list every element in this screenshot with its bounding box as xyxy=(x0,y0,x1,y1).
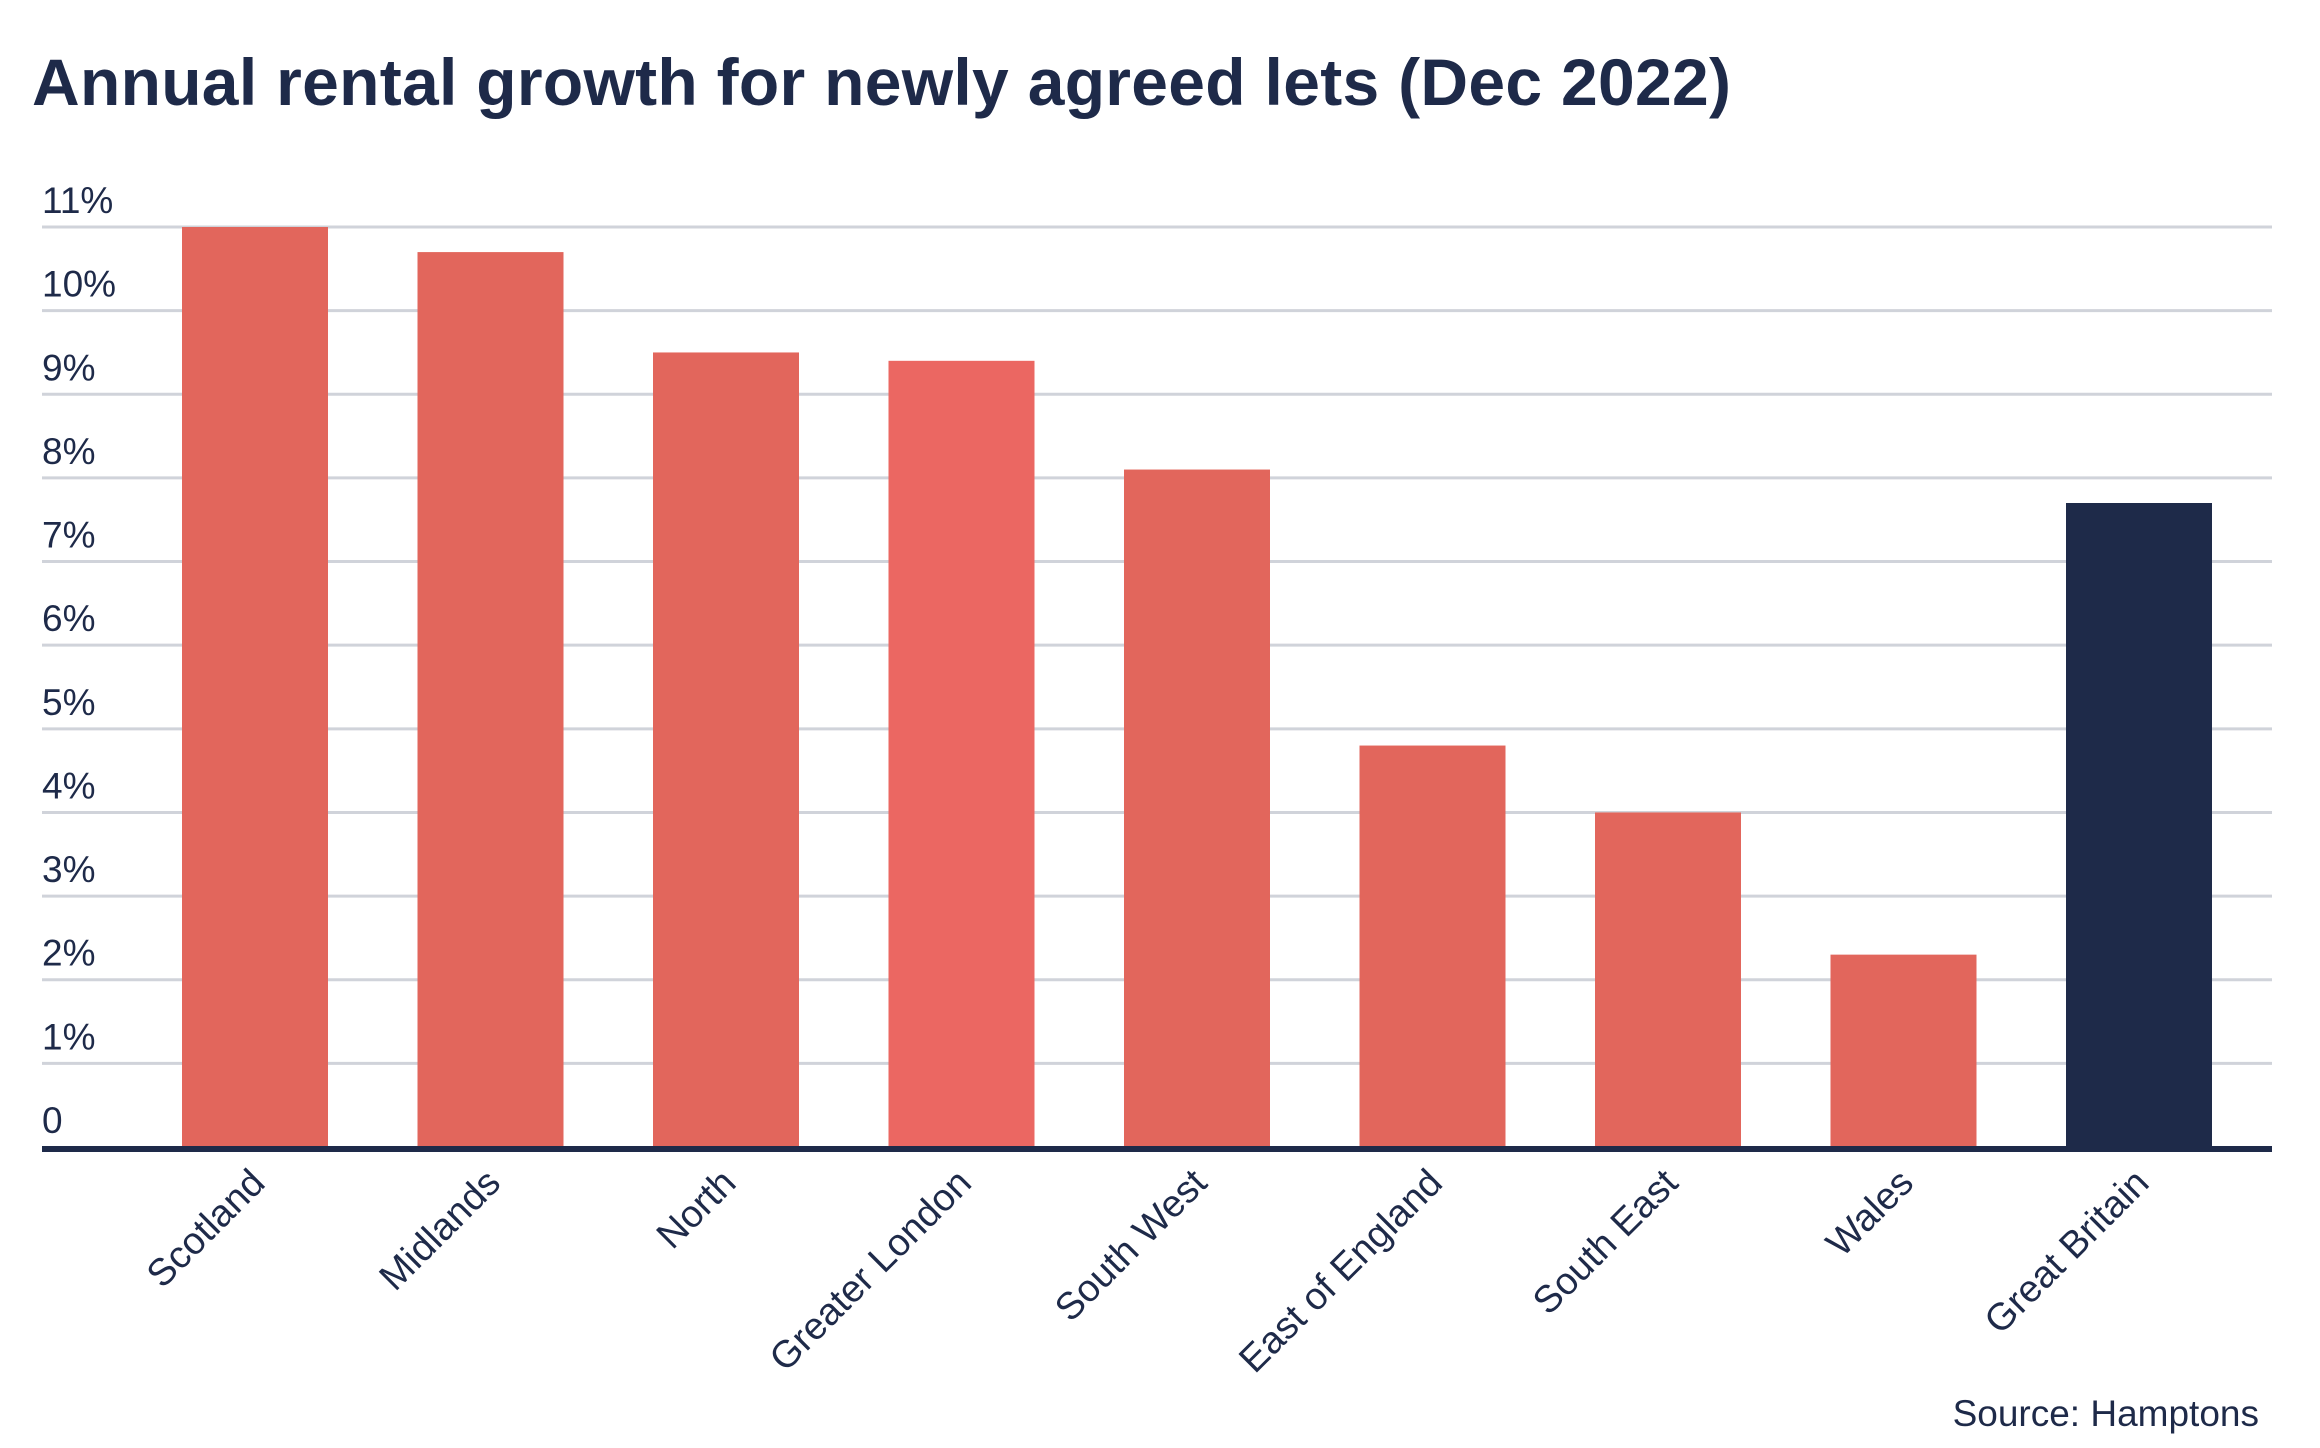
y-tick-label: 0 xyxy=(42,1100,63,1141)
chart-title: Annual rental growth for newly agreed le… xyxy=(32,45,1732,119)
y-tick-label: 11% xyxy=(42,180,113,221)
bar-greater-london xyxy=(888,360,1035,1147)
x-tick-label: Midlands xyxy=(372,1162,509,1299)
x-tick-label: South East xyxy=(1525,1161,1686,1322)
x-axis-ticks: Scotland Midlands North Greater London South… xyxy=(139,1161,2157,1381)
y-tick-label: 5% xyxy=(42,682,95,723)
bar-scotland xyxy=(182,227,328,1147)
bar-midlands xyxy=(417,252,564,1147)
x-tick-label: Wales xyxy=(1819,1162,1922,1265)
y-axis-ticks: 0 1% 2% 3% 4% 5% 6% 7% 8% 9% 10% 11% xyxy=(42,180,116,1141)
bar-south-east xyxy=(1595,812,1741,1147)
bar-north xyxy=(653,352,799,1147)
y-tick-label: 6% xyxy=(42,598,95,639)
source-note: Source: Hamptons xyxy=(1952,1393,2259,1434)
x-tick-label: East of England xyxy=(1231,1162,1450,1381)
bar-east-of-england xyxy=(1359,745,1506,1147)
y-tick-label: 1% xyxy=(42,1016,95,1057)
x-tick-label: Great Britain xyxy=(1977,1162,2158,1343)
x-tick-label: Greater London xyxy=(762,1162,980,1380)
y-tick-label: 10% xyxy=(42,264,116,305)
y-tick-label: 7% xyxy=(42,515,95,556)
y-tick-label: 2% xyxy=(42,933,95,974)
x-tick-label: North xyxy=(649,1162,744,1257)
y-tick-label: 9% xyxy=(42,347,95,388)
bar-wales xyxy=(1830,954,1977,1147)
bar-south-west xyxy=(1124,469,1270,1148)
x-tick-label: South West xyxy=(1047,1161,1215,1329)
y-tick-label: 3% xyxy=(42,849,95,890)
y-tick-label: 4% xyxy=(42,765,95,806)
x-tick-label: Scotland xyxy=(139,1162,273,1296)
bars xyxy=(182,227,2212,1148)
y-tick-label: 8% xyxy=(42,431,95,472)
bar-great-britain xyxy=(2066,503,2212,1147)
